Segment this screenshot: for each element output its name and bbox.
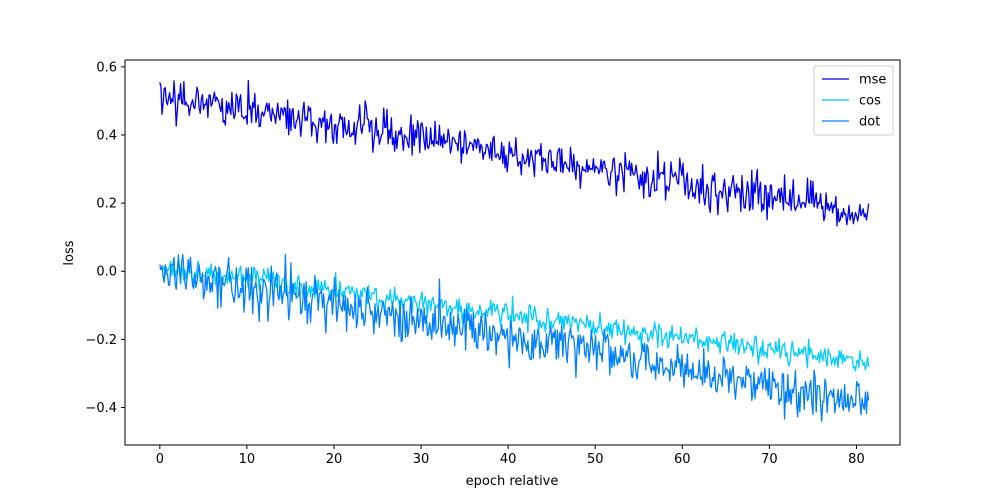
x-tick-label: 20	[326, 452, 343, 467]
x-tick-label: 10	[239, 452, 256, 467]
y-tick-label: 0.2	[96, 197, 117, 212]
y-axis-ticks: −0.4 −0.2 0.0 0.2 0.4 0.6	[85, 60, 125, 416]
series-line-mse	[159, 79, 870, 227]
series-line-dot	[159, 253, 870, 422]
legend-label-cos: cos	[859, 94, 881, 109]
y-tick-label: 0.6	[96, 60, 117, 75]
y-axis-label: loss	[62, 240, 77, 265]
legend-label-mse: mse	[859, 73, 886, 88]
legend-label-dot: dot	[859, 115, 880, 130]
series-layer	[159, 79, 870, 422]
x-tick-label: 0	[156, 452, 164, 467]
legend-box	[813, 65, 894, 136]
legend: mse cos dot	[813, 65, 894, 136]
plot-area-frame	[124, 59, 901, 446]
x-axis-ticks: 0 10 20 30 40 50 60 70 80	[156, 445, 865, 467]
x-tick-label: 70	[761, 452, 778, 467]
x-tick-label: 50	[587, 452, 604, 467]
x-tick-label: 30	[413, 452, 430, 467]
y-tick-label: 0.4	[96, 128, 117, 143]
x-tick-label: 40	[500, 452, 517, 467]
x-tick-label: 80	[848, 452, 865, 467]
y-tick-label: −0.2	[85, 333, 117, 348]
x-tick-label: 60	[674, 452, 691, 467]
series-line-cos	[159, 260, 870, 372]
y-tick-label: −0.4	[85, 401, 117, 416]
x-axis-label: epoch relative	[466, 474, 559, 489]
y-tick-label: 0.0	[96, 265, 117, 280]
